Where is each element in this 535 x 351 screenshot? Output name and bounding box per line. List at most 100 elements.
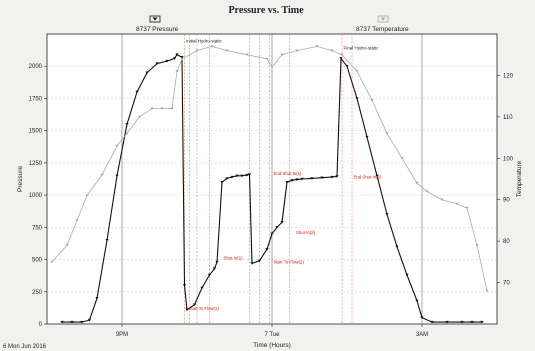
annotation-label: Start To Flow(1) [189,306,220,311]
pressure-point [247,173,252,176]
temperature-point [180,57,184,61]
temperature-point [210,45,214,48]
y-tick-label: 2000 [29,64,43,70]
temperature-point [175,70,179,73]
pressure-point [395,245,399,249]
temperature-point [225,49,229,52]
temperature-point [280,53,284,57]
pressure-point [280,221,284,224]
annotation-label: End Shut-In(1) [274,171,303,176]
pressure-point [335,175,339,178]
pressure-point [115,174,119,178]
pressure-point [355,97,359,100]
pressure-point [172,57,177,60]
temperature-point [370,99,374,102]
pressure-point [339,57,343,60]
pressure-point [420,316,424,319]
temperature-point [385,132,389,135]
pressure-point [192,303,197,307]
pressure-point [375,174,379,178]
pressure-point [480,320,484,324]
legend-temperature-marker-icon [380,17,386,21]
temperature-point [170,107,174,110]
pressure-point [330,175,334,179]
y2-tick-label: 100 [503,156,514,162]
temperature-point [265,57,269,61]
temperature-point [440,198,444,202]
annotation-label: Final Hydro-static [344,45,380,50]
annotation-label: Start To Flow(2) [274,259,305,264]
pressure-point [240,174,244,178]
pressure-point [250,262,254,265]
pressure-point [70,320,74,324]
pressure-point [207,273,212,277]
y-tick-label: 1000 [29,193,43,199]
pressure-point [212,267,217,270]
legend-pressure-marker-icon [152,17,158,21]
annotation-label: End Shut-In(2) [354,174,383,179]
pressure-point [135,90,139,94]
pressure-point [320,176,324,180]
date-label: 6 Mon Jun 2016 [3,344,47,350]
x-tick-label: 9PM [116,332,128,338]
pressure-point [105,239,109,242]
pressure-point [285,181,289,184]
temperature-point [270,65,274,69]
pressure-point [405,273,409,277]
y-tick-label: 250 [32,290,43,296]
y-tick-label: 1250 [29,161,43,167]
pressure-point [125,123,129,126]
legend: 8737 Pressure 8737 Temperature [136,15,409,33]
pressure-point [300,177,304,181]
pressure-point [200,286,204,290]
pressure-point [225,177,229,180]
temperature-point [295,49,299,52]
y2-tick-label: 70 [503,281,510,287]
temperature-point [100,173,104,177]
temperature-point [195,49,199,52]
y2-tick-label: 90 [503,198,510,204]
temperature-point [245,53,249,57]
temperature-point [160,107,164,110]
pressure-point [175,53,179,56]
pressure-point [245,173,249,177]
annotation-label: Shut-In(2) [296,230,316,235]
pressure-point [87,318,92,322]
temperature-point [485,289,489,293]
temperature-point [150,107,154,110]
pressure-point [95,297,99,300]
pressure-point [415,299,419,303]
pressure-point [257,259,262,263]
pressure-point [215,260,219,264]
legend-temperature-label: 8737 Temperature [356,26,409,33]
annotation-label: Shut-In(1) [224,256,244,261]
pressure-point [445,320,449,324]
pressure-point [145,71,149,75]
pressure-point [430,320,434,324]
pressure-point [80,320,84,324]
legend-temperature-swatch [377,15,389,23]
legend-pressure-label: 8737 Pressure [136,26,179,33]
x-tick-label: 3AM [416,332,428,338]
temperature-point [355,70,359,73]
temperature-point [455,202,459,206]
pressure-point [290,179,294,182]
temperature-point [50,260,54,264]
y2-tick-label: 80 [503,239,510,245]
temperature-point [400,157,404,160]
pressure-point [265,248,269,251]
pressure-point [460,320,464,324]
y-tick-label: 1500 [29,129,43,135]
pressure-point [185,308,189,312]
pressure-point [220,181,224,184]
y-tick-label: 750 [32,225,43,231]
pressure-point [345,65,349,68]
temperature-point [415,181,419,185]
temperature-point [85,194,89,197]
temperature-point [75,219,79,222]
legend-pressure-swatch [149,15,161,23]
x-tick-label: 7 Tue [264,332,280,338]
pressure-point [182,284,187,287]
pressure-point [295,178,299,181]
temperature-point [315,45,319,48]
